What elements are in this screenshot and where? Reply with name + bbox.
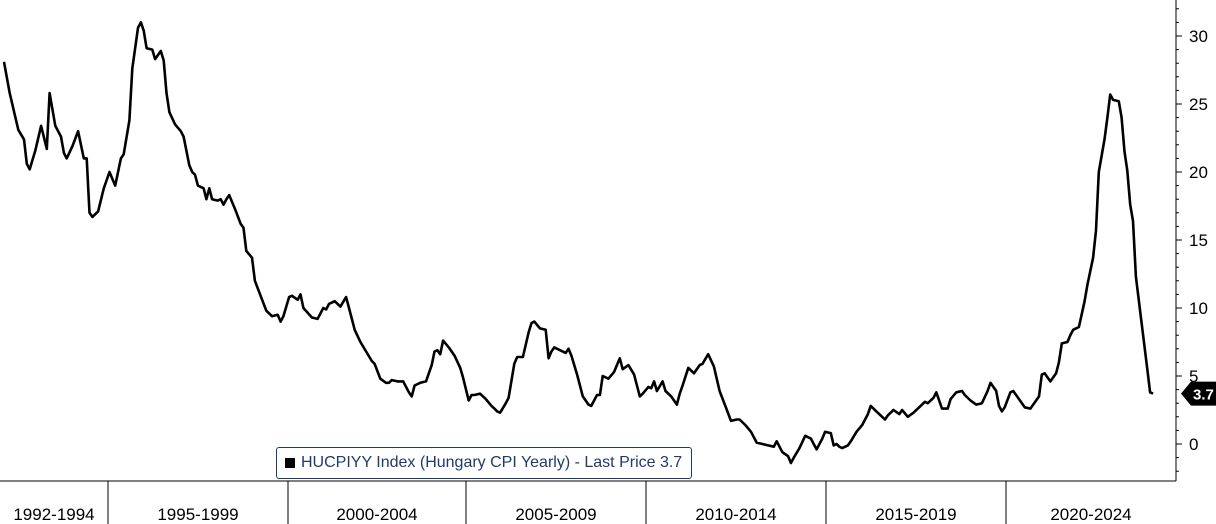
x-tick-label: 1992-1994 (13, 505, 94, 524)
x-tick-label: 1995-1999 (157, 505, 238, 524)
series-line (2, 21, 1154, 465)
y-tick-label: 20 (1189, 163, 1208, 182)
y-tick-label: 10 (1189, 299, 1208, 318)
y-tick-label: 15 (1189, 231, 1208, 250)
y-axis-labels: 0 5 10 15 20 25 30 (1189, 27, 1208, 454)
x-tick-label: 2015-2019 (875, 505, 956, 524)
last-price-marker (1181, 381, 1216, 406)
x-axis-labels: 1992-1994 1995-1999 2000-2004 2005-2009 2010… (13, 505, 1131, 524)
x-tick-label: 2000-2004 (336, 505, 417, 524)
y-tick-label: 0 (1189, 435, 1198, 454)
last-price-label: 3.7 (1193, 387, 1214, 404)
last-price-marker-group: 3.7 (1181, 381, 1216, 406)
legend-box: HUCPIYY Index (Hungary CPI Yearly) - Las… (276, 447, 693, 479)
series-group (2, 21, 1154, 465)
legend-label: HUCPIYY Index (Hungary CPI Yearly) - Las… (301, 454, 683, 471)
x-tick-label: 2010-2014 (695, 505, 776, 524)
legend-swatch (285, 458, 295, 468)
x-tick-label: 2020-2024 (1050, 505, 1131, 524)
y-tick-label: 30 (1189, 27, 1208, 46)
x-tick-label: 2005-2009 (515, 505, 596, 524)
axes (0, 0, 1182, 524)
y-tick-label: 25 (1189, 95, 1208, 114)
y-tick-label: 5 (1189, 367, 1198, 386)
